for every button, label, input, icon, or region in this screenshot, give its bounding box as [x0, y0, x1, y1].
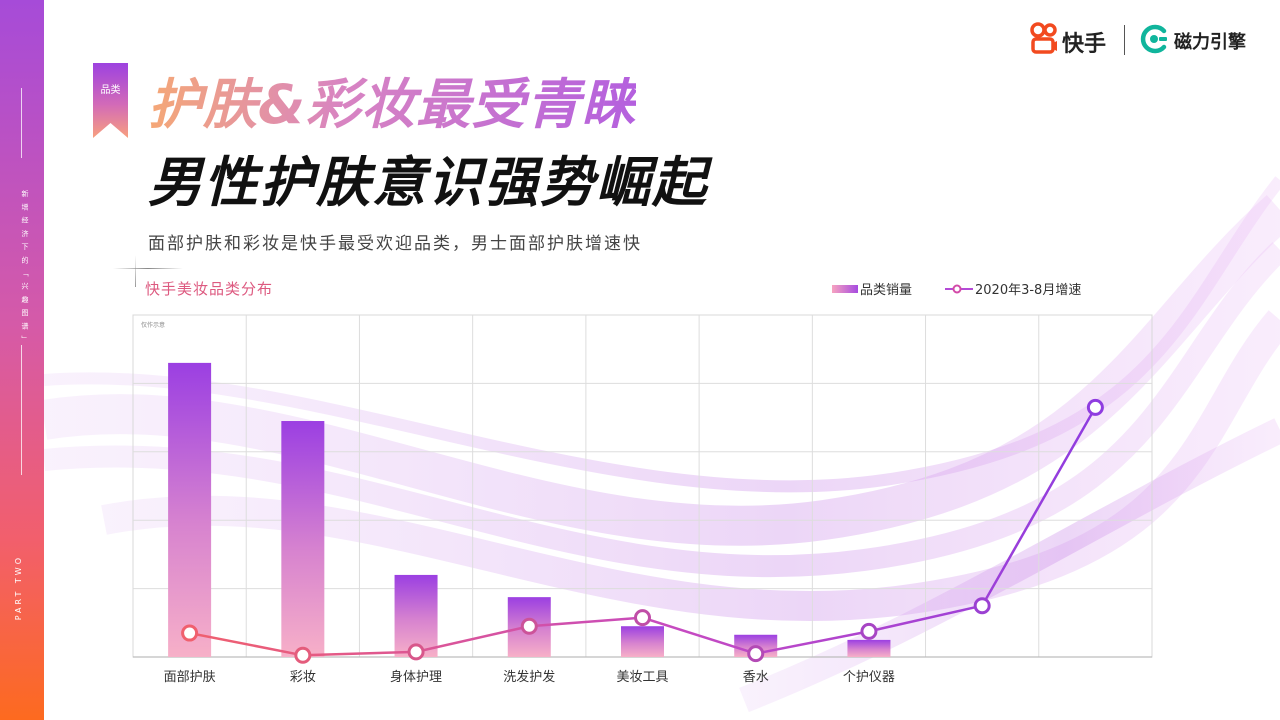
logo-divider [1124, 25, 1125, 55]
chart-x-tick-label: 面部护肤 [164, 670, 216, 685]
kuaishou-logo-text: 快手 [1062, 32, 1107, 57]
chart-x-tick-label: 香水 [743, 670, 769, 685]
legend-item-line: 2020年3-8月增速 [945, 279, 1081, 298]
chart-legend: 品类销量 2020年3-8月增速 [832, 279, 1132, 298]
chart-line-point [294, 646, 312, 664]
cili-engine-logo-icon [1140, 24, 1167, 54]
chart-bar [394, 574, 438, 657]
legend-bar-label: 品类销量 [860, 283, 913, 298]
legend-bar-swatch [832, 284, 858, 293]
kuaishou-logo-icon [1030, 22, 1057, 54]
chart-x-tick-label: 身体护理 [390, 669, 442, 685]
chart-title: 快手美妆品类分布 [145, 280, 274, 298]
legend-line-label: 2020年3-8月增速 [975, 283, 1082, 298]
chart-x-tick-label: 洗发护发 [503, 669, 555, 685]
chart-bar [168, 362, 212, 657]
chart-line-point [860, 622, 878, 640]
chart-line-point [973, 597, 991, 615]
chart-line-point [181, 624, 199, 642]
chart-x-tick-label: 彩妆 [290, 670, 316, 685]
cili-engine-logo-text: 磁力引擎 [1174, 32, 1246, 53]
chart-x-tick-label: 美妆工具 [616, 670, 668, 685]
page-subtitle: 面部护肤和彩妆是快手最受欢迎品类，男士面部护肤增速快 [148, 234, 642, 254]
side-divider-middle [21, 345, 22, 475]
brand-logos: 快手 磁力引擎 [1030, 22, 1260, 58]
chart-line-point [747, 645, 765, 663]
chart-bar [281, 421, 325, 657]
chart-line-point [520, 617, 538, 635]
side-divider-top [21, 88, 22, 158]
category-tag-label: 品类 [100, 85, 121, 96]
page-title-line1: 护肤&彩妆最受青睐 [148, 60, 636, 139]
chart-bar [621, 626, 664, 657]
legend-line-swatch [945, 284, 973, 293]
page-title-line2: 男性护肤意识强势崛起 [148, 151, 708, 214]
chart-line-point [407, 643, 425, 661]
chart-title-decor-horizontal [113, 268, 183, 269]
chart-line-point [634, 609, 651, 627]
chart-note: 仅作示意 [141, 321, 165, 329]
chart-x-tick-label: 个护仪器 [843, 670, 895, 685]
side-bar: 新 增 经 济 下 的 「 兴 趣 图 谱 」 PART TWO [0, 0, 44, 720]
side-vertical-caption: 新 增 经 济 下 的 「 兴 趣 图 谱 」 [21, 190, 29, 345]
chart-bar [847, 639, 891, 657]
legend-item-bar: 品类销量 [832, 279, 912, 298]
chart-line-point [1086, 398, 1104, 416]
chart-title-decor-vertical [135, 255, 136, 287]
